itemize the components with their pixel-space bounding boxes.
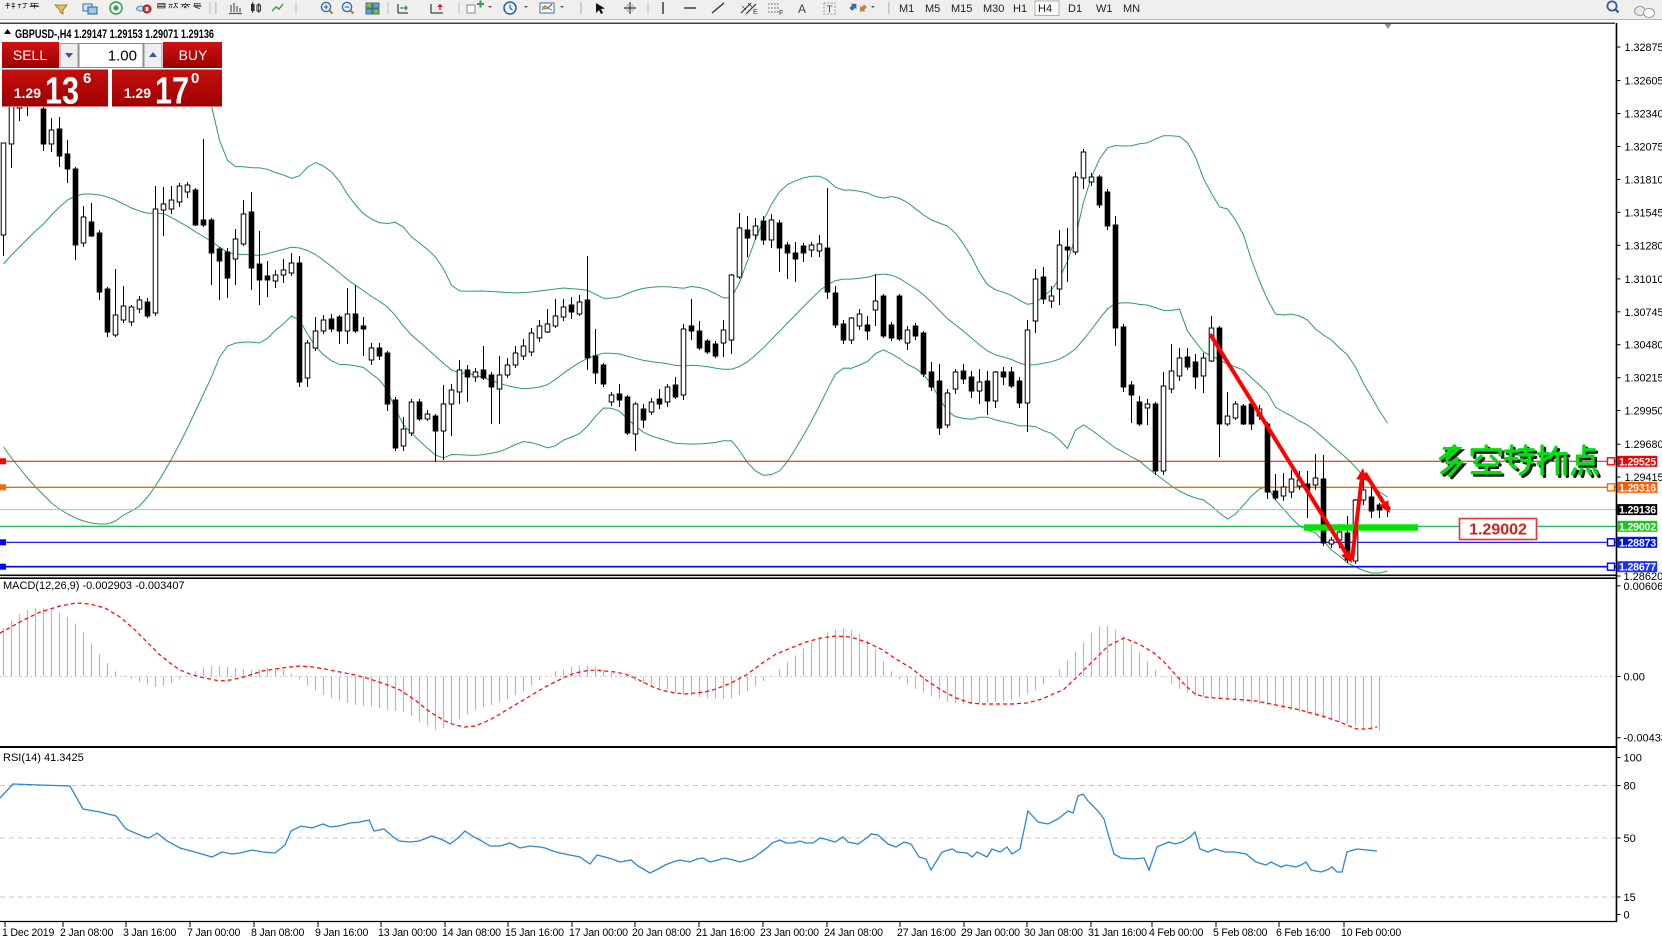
svg-text:1 Dec 2019: 1 Dec 2019 xyxy=(2,927,54,939)
svg-text:1.32875: 1.32875 xyxy=(1625,42,1662,54)
svg-text:1.29002: 1.29002 xyxy=(1619,521,1656,533)
svg-text:D1: D1 xyxy=(1068,3,1082,15)
svg-text:1.32075: 1.32075 xyxy=(1625,142,1662,154)
svg-text:1.29415: 1.29415 xyxy=(1625,472,1662,484)
svg-text:2 Jan 08:00: 2 Jan 08:00 xyxy=(60,927,113,939)
svg-text:30 Jan 08:00: 30 Jan 08:00 xyxy=(1024,927,1083,939)
svg-text:29 Jan 00:00: 29 Jan 00:00 xyxy=(961,927,1020,939)
svg-text:T: T xyxy=(827,5,833,16)
svg-text:W1: W1 xyxy=(1096,3,1113,15)
svg-text:100: 100 xyxy=(1624,753,1642,765)
svg-text:H4: H4 xyxy=(1038,3,1052,15)
svg-text:6 Feb 16:00: 6 Feb 16:00 xyxy=(1276,927,1331,939)
svg-text:1.28677: 1.28677 xyxy=(1619,562,1656,574)
svg-text:1.00: 1.00 xyxy=(108,48,137,65)
svg-text:M30: M30 xyxy=(983,3,1004,15)
svg-text:GBPUSD-,H4 1.29147 1.29153 1.: GBPUSD-,H4 1.29147 1.29153 1.29071 1.291… xyxy=(15,27,214,41)
svg-text:4 Feb 00:00: 4 Feb 00:00 xyxy=(1149,927,1204,939)
svg-text:1.32605: 1.32605 xyxy=(1625,76,1662,88)
svg-text:1.29: 1.29 xyxy=(14,85,41,101)
svg-text:1.30215: 1.30215 xyxy=(1625,373,1662,385)
svg-text:8 Jan 08:00: 8 Jan 08:00 xyxy=(251,927,304,939)
svg-text:SELL: SELL xyxy=(13,47,47,63)
svg-text:6: 6 xyxy=(83,70,91,87)
svg-text:1.30745: 1.30745 xyxy=(1625,307,1662,319)
svg-text:1.31010: 1.31010 xyxy=(1625,274,1662,286)
svg-text:31 Jan 16:00: 31 Jan 16:00 xyxy=(1088,927,1147,939)
svg-text:1.30480: 1.30480 xyxy=(1625,340,1662,352)
svg-text:3 Jan 16:00: 3 Jan 16:00 xyxy=(123,927,176,939)
svg-text:1.29680: 1.29680 xyxy=(1625,439,1662,451)
svg-text:0.00606: 0.00606 xyxy=(1624,581,1662,593)
svg-text:1.31545: 1.31545 xyxy=(1625,207,1662,219)
svg-text:M15: M15 xyxy=(951,3,972,15)
svg-text:-0.004334: -0.004334 xyxy=(1624,733,1662,745)
svg-text:7 Jan 00:00: 7 Jan 00:00 xyxy=(187,927,240,939)
svg-text:1.29002: 1.29002 xyxy=(1469,522,1527,539)
svg-text:0: 0 xyxy=(191,70,199,87)
svg-text:M1: M1 xyxy=(899,3,914,15)
svg-text:20 Jan 08:00: 20 Jan 08:00 xyxy=(632,927,691,939)
svg-text:E: E xyxy=(753,9,758,16)
svg-text:1.31810: 1.31810 xyxy=(1625,174,1662,186)
svg-text:17: 17 xyxy=(155,71,189,113)
svg-text:21 Jan 16:00: 21 Jan 16:00 xyxy=(696,927,755,939)
svg-text:0.00: 0.00 xyxy=(1624,672,1645,684)
svg-text:50: 50 xyxy=(1624,833,1636,845)
svg-text:1.29950: 1.29950 xyxy=(1625,406,1662,418)
svg-text:13 Jan 00:00: 13 Jan 00:00 xyxy=(378,927,437,939)
svg-text:A: A xyxy=(798,2,806,16)
svg-text:1.32340: 1.32340 xyxy=(1625,109,1662,121)
svg-text:MN: MN xyxy=(1123,3,1140,15)
svg-text:5 Feb 08:00: 5 Feb 08:00 xyxy=(1213,927,1268,939)
svg-text:BUY: BUY xyxy=(179,47,208,63)
svg-text:H1: H1 xyxy=(1013,3,1027,15)
svg-text:1.28873: 1.28873 xyxy=(1619,537,1656,549)
svg-text:15: 15 xyxy=(1624,892,1636,904)
svg-text:1.29: 1.29 xyxy=(124,85,151,101)
svg-text:15 Jan 16:00: 15 Jan 16:00 xyxy=(505,927,564,939)
svg-text:80: 80 xyxy=(1624,781,1636,793)
svg-text:RSI(14) 41.3425: RSI(14) 41.3425 xyxy=(3,752,84,764)
svg-text:13: 13 xyxy=(45,71,79,113)
svg-text:1.31280: 1.31280 xyxy=(1625,240,1662,252)
svg-text:1.29136: 1.29136 xyxy=(1619,505,1656,517)
svg-text:1.29316: 1.29316 xyxy=(1619,482,1656,494)
svg-text:MACD(12,26,9) -0.002903 -0.003: MACD(12,26,9) -0.002903 -0.003407 xyxy=(3,580,185,592)
svg-text:M5: M5 xyxy=(925,3,940,15)
svg-text:0: 0 xyxy=(1624,910,1630,922)
svg-text:9 Jan 16:00: 9 Jan 16:00 xyxy=(315,927,368,939)
svg-text:23 Jan 00:00: 23 Jan 00:00 xyxy=(760,927,819,939)
svg-text:14 Jan 08:00: 14 Jan 08:00 xyxy=(442,927,501,939)
svg-text:27 Jan 16:00: 27 Jan 16:00 xyxy=(897,927,956,939)
svg-text:1.29525: 1.29525 xyxy=(1619,456,1656,468)
svg-text:17 Jan 00:00: 17 Jan 00:00 xyxy=(569,927,628,939)
svg-text:1.28620: 1.28620 xyxy=(1624,571,1662,583)
svg-text:10 Feb 00:00: 10 Feb 00:00 xyxy=(1341,927,1401,939)
svg-text:24 Jan 08:00: 24 Jan 08:00 xyxy=(824,927,883,939)
svg-text:F: F xyxy=(779,10,783,17)
